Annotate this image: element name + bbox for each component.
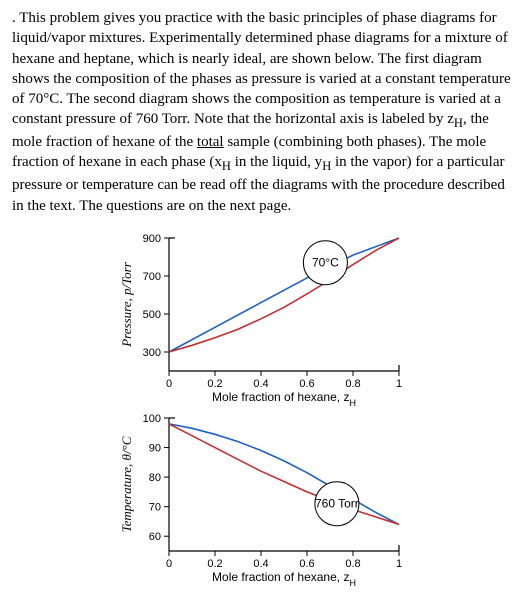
svg-text:300: 300 <box>143 347 161 359</box>
svg-text:0.6: 0.6 <box>299 558 314 570</box>
pressure-composition-chart: 300 500 700 900 0 0.2 0.4 0.6 0.8 1 Pressure, p/To… <box>114 226 414 406</box>
svg-text:900: 900 <box>143 233 161 245</box>
text-part: in the liquid, y <box>231 154 322 170</box>
underlined-word: total <box>197 134 224 150</box>
svg-text:Mole fraction of hexane, zH: Mole fraction of hexane, zH <box>212 570 356 586</box>
svg-text:60: 60 <box>149 531 161 543</box>
subscript: H <box>454 116 463 130</box>
svg-text:0.2: 0.2 <box>207 558 222 570</box>
svg-text:760 Torr: 760 Torr <box>315 496 359 510</box>
svg-text:0.6: 0.6 <box>299 378 314 390</box>
svg-text:100: 100 <box>143 413 161 425</box>
svg-text:1: 1 <box>396 378 402 390</box>
svg-text:0: 0 <box>166 378 172 390</box>
svg-text:0: 0 <box>166 558 172 570</box>
svg-text:0.4: 0.4 <box>253 558 268 570</box>
svg-text:80: 80 <box>149 472 161 484</box>
svg-text:70°C: 70°C <box>312 255 339 269</box>
svg-text:0.2: 0.2 <box>207 378 222 390</box>
svg-text:Temperature, θ/°C: Temperature, θ/°C <box>119 436 134 532</box>
svg-text:70: 70 <box>149 501 161 513</box>
svg-text:0.8: 0.8 <box>345 378 360 390</box>
svg-text:0.4: 0.4 <box>253 378 268 390</box>
subscript: H <box>322 159 331 173</box>
svg-text:Pressure, p/Torr: Pressure, p/Torr <box>119 261 134 347</box>
svg-text:1: 1 <box>396 558 402 570</box>
temperature-composition-chart: 60 70 80 90 100 0 0.2 0.4 0.6 0.8 1 Temperature, θ/… <box>114 406 414 586</box>
svg-text:0.8: 0.8 <box>345 558 360 570</box>
problem-text: . This problem gives you practice with t… <box>12 8 516 216</box>
svg-text:700: 700 <box>143 271 161 283</box>
svg-text:Mole fraction of hexane, zH: Mole fraction of hexane, zH <box>212 390 356 406</box>
text-part: . This problem gives you practice with t… <box>12 10 511 127</box>
charts-container: 30050070090000.20.40.60.81Pressure, p/To… <box>12 226 516 586</box>
subscript: H <box>222 159 231 173</box>
svg-text:90: 90 <box>149 442 161 454</box>
svg-text:500: 500 <box>143 309 161 321</box>
